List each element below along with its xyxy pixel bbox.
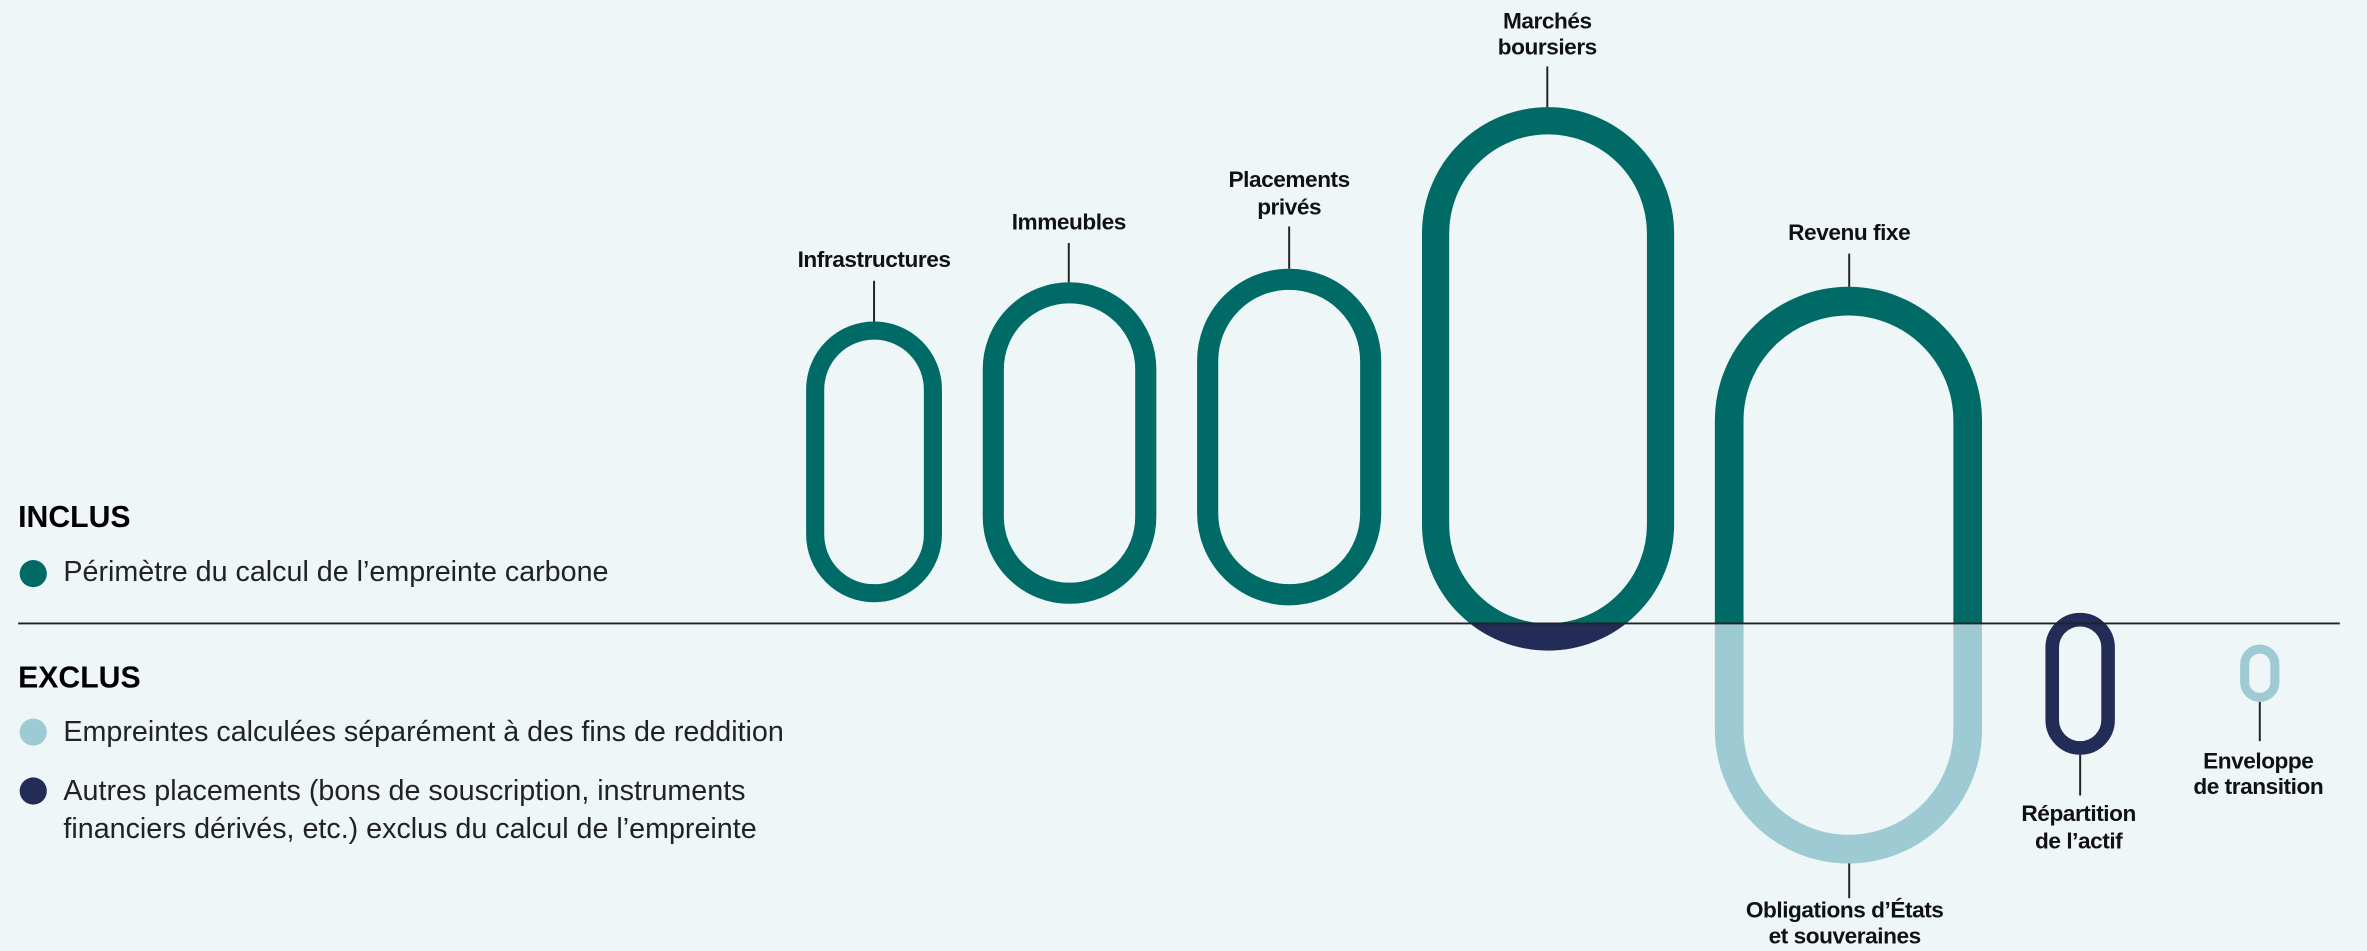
leader-lines	[873, 66, 2261, 899]
pill-placements-prives	[1197, 268, 1382, 606]
legend-text: Périmètre du calcul de l’empreinte carbo…	[63, 556, 608, 588]
node-label: Obligations d’États	[1746, 898, 1944, 923]
legend-dot	[19, 777, 47, 805]
legend-dot	[19, 718, 47, 746]
legend-text: Empreintes calculées séparément à des fi…	[63, 716, 783, 748]
node-label: de l’actif	[2035, 828, 2123, 853]
node-label: Enveloppe	[2203, 748, 2313, 773]
node-label: boursiers	[1498, 34, 1597, 59]
legend-text: Autres placements (bons de souscription,…	[63, 775, 745, 807]
legend-heading: INCLUS	[18, 501, 130, 534]
pill-marches-boursiers	[1422, 107, 1675, 651]
pill-revenu-fixe	[1714, 286, 1983, 864]
pill-immeubles	[982, 282, 1157, 604]
legend-text: financiers dérivés, etc.) exclus du calc…	[63, 813, 756, 845]
node-label: Placements	[1229, 167, 1350, 192]
legend-dot	[19, 560, 47, 588]
pill-repartition	[2045, 612, 2115, 755]
pill-infrastructures	[806, 321, 942, 603]
node-label: Immeubles	[1012, 209, 1126, 234]
node-label: Infrastructures	[798, 247, 951, 272]
node-label: Répartition	[2021, 801, 2135, 826]
node-label: Revenu fixe	[1788, 220, 1910, 245]
node-label: Marchés	[1503, 9, 1592, 34]
legend-heading: EXCLUS	[18, 661, 140, 694]
node-label: et souveraines	[1769, 923, 1921, 948]
node-label: de transition	[2193, 774, 2323, 799]
node-label: privés	[1257, 194, 1321, 219]
pill-enveloppe	[2240, 644, 2280, 702]
